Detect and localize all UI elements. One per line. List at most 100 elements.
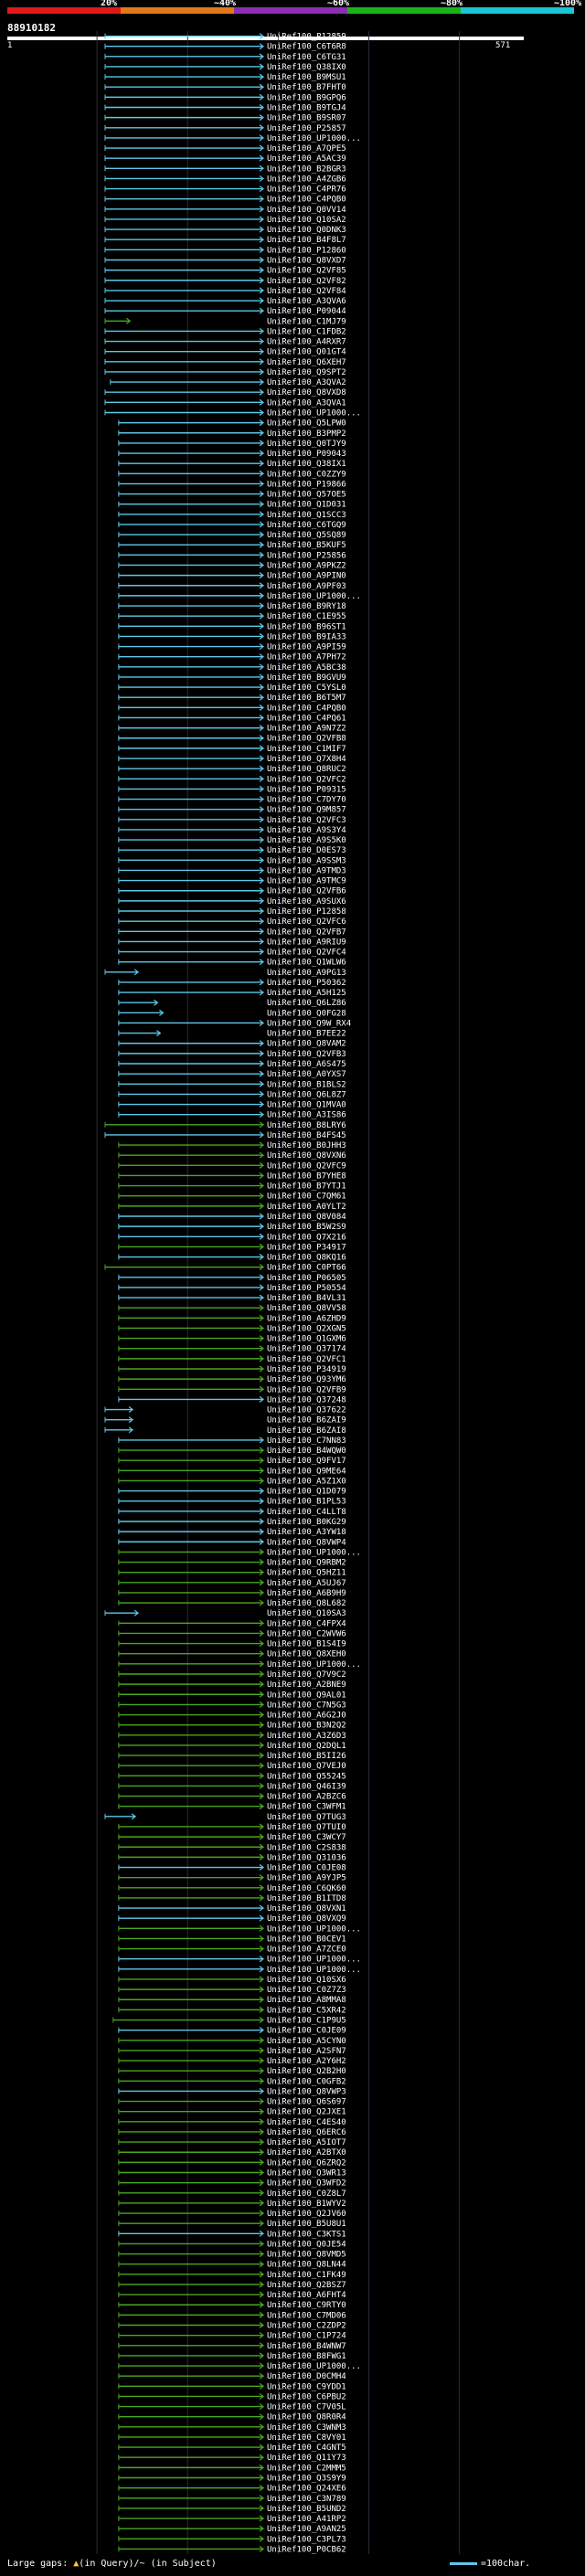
hit-row[interactable]: UniRef100_D0CMH4 bbox=[118, 2372, 346, 2381]
hit-label[interactable]: UniRef100_B5UND2 bbox=[267, 2505, 346, 2514]
hit-row[interactable]: UniRef100_P25856 bbox=[118, 551, 346, 560]
hit-label[interactable]: UniRef100_A3Z6D3 bbox=[267, 1732, 346, 1741]
hit-row[interactable]: UniRef100_Q1WLW6 bbox=[118, 959, 346, 968]
hit-row[interactable]: UniRef100_C2WVW6 bbox=[118, 1629, 346, 1638]
hit-row[interactable]: UniRef100_C0JE09 bbox=[118, 2027, 346, 2036]
hit-row[interactable]: UniRef100_Q8VMD5 bbox=[118, 2251, 346, 2260]
hit-row[interactable]: UniRef100_Q37622 bbox=[104, 1406, 346, 1415]
hit-row[interactable]: UniRef100_A9TMC9 bbox=[118, 877, 346, 886]
hit-row[interactable]: UniRef100_B5W2S9 bbox=[118, 1223, 346, 1232]
hit-row[interactable]: UniRef100_Q46I39 bbox=[118, 1782, 346, 1791]
hit-row[interactable]: UniRef100_A7PH72 bbox=[118, 653, 346, 663]
hit-label[interactable]: UniRef100_Q37622 bbox=[267, 1406, 346, 1415]
hit-row[interactable]: UniRef100_Q7V9C2 bbox=[118, 1670, 346, 1680]
hit-row[interactable]: UniRef100_Q8RUC2 bbox=[118, 765, 346, 774]
hit-label[interactable]: UniRef100_Q10SA2 bbox=[267, 216, 346, 225]
hit-label[interactable]: UniRef100_Q2BSZ7 bbox=[267, 2281, 346, 2290]
hit-label[interactable]: UniRef100_C1MJ79 bbox=[267, 317, 346, 326]
hit-label[interactable]: UniRef100_A5CYN0 bbox=[267, 2037, 346, 2046]
hit-label[interactable]: UniRef100_C1E955 bbox=[267, 612, 346, 621]
hit-label[interactable]: UniRef100_Q93YM6 bbox=[267, 1375, 346, 1384]
hit-label[interactable]: UniRef100_Q2XGN5 bbox=[267, 1324, 346, 1333]
hit-label[interactable]: UniRef100_P34917 bbox=[267, 1243, 346, 1252]
hit-row[interactable]: UniRef100_Q8VWP3 bbox=[118, 2087, 346, 2096]
hit-label[interactable]: UniRef100_Q6XEH7 bbox=[267, 358, 346, 367]
hit-label[interactable]: UniRef100_Q2VFB3 bbox=[267, 1050, 346, 1059]
hit-row[interactable]: UniRef100_Q10SA3 bbox=[104, 1609, 346, 1618]
hit-label[interactable]: UniRef100_UP1000... bbox=[267, 592, 361, 601]
hit-row[interactable]: UniRef100_Q2VF82 bbox=[104, 277, 346, 286]
hit-label[interactable]: UniRef100_C0JE08 bbox=[267, 1864, 346, 1873]
hit-row[interactable]: UniRef100_Q37248 bbox=[118, 1395, 346, 1405]
hit-row[interactable]: UniRef100_B5U8U1 bbox=[118, 2220, 346, 2229]
hit-row[interactable]: UniRef100_Q2VFC2 bbox=[118, 775, 346, 784]
hit-label[interactable]: UniRef100_A5IOT7 bbox=[267, 2138, 346, 2147]
hit-row[interactable]: UniRef100_Q9M857 bbox=[118, 806, 346, 815]
hit-row[interactable]: UniRef100_A6B9H9 bbox=[118, 1589, 346, 1598]
hit-label[interactable]: UniRef100_A0YXS7 bbox=[267, 1070, 346, 1079]
hit-label[interactable]: UniRef100_Q46I39 bbox=[267, 1782, 346, 1791]
hit-row[interactable]: UniRef100_B7EE22 bbox=[118, 1030, 346, 1039]
hit-label[interactable]: UniRef100_P09043 bbox=[267, 450, 346, 459]
hit-row[interactable]: UniRef100_Q2VF85 bbox=[104, 267, 346, 276]
hit-label[interactable]: UniRef100_C6TG31 bbox=[267, 53, 346, 62]
hit-row[interactable]: UniRef100_C6QK60 bbox=[118, 1884, 346, 1893]
hit-label[interactable]: UniRef100_Q2JXE1 bbox=[267, 2108, 346, 2117]
hit-row[interactable]: UniRef100_Q2VF84 bbox=[104, 287, 346, 296]
hit-label[interactable]: UniRef100_UP1000... bbox=[267, 1924, 361, 1934]
hit-label[interactable]: UniRef100_Q8VWP4 bbox=[267, 1538, 346, 1547]
hit-label[interactable]: UniRef100_Q8RUC2 bbox=[267, 765, 346, 774]
hit-label[interactable]: UniRef100_B9GVU9 bbox=[267, 673, 346, 683]
hit-row[interactable]: UniRef100_A6S475 bbox=[118, 1060, 346, 1069]
hit-row[interactable]: UniRef100_P19866 bbox=[118, 480, 346, 489]
hit-row[interactable]: UniRef100_B4F8L7 bbox=[104, 236, 346, 245]
hit-row[interactable]: UniRef100_A3QVA1 bbox=[104, 398, 346, 408]
hit-row[interactable]: UniRef100_C8VY01 bbox=[118, 2433, 346, 2443]
hit-row[interactable]: UniRef100_Q0TJY9 bbox=[118, 440, 346, 449]
hit-row[interactable]: UniRef100_C3WNM3 bbox=[118, 2423, 346, 2433]
hit-row[interactable]: UniRef100_Q6LZ86 bbox=[118, 999, 346, 1008]
hit-label[interactable]: UniRef100_A2SFN7 bbox=[267, 2047, 346, 2056]
hit-row[interactable]: UniRef100_A3QVA2 bbox=[110, 378, 346, 387]
hit-label[interactable]: UniRef100_A6ZHD9 bbox=[267, 1314, 346, 1323]
hit-label[interactable]: UniRef100_Q7TUG3 bbox=[267, 1813, 346, 1822]
hit-row[interactable]: UniRef100_A9PI59 bbox=[118, 643, 346, 652]
hit-label[interactable]: UniRef100_C0JE09 bbox=[267, 2027, 346, 2036]
hit-label[interactable]: UniRef100_Q3WR13 bbox=[267, 2169, 346, 2178]
hit-row[interactable]: UniRef100_Q2BSZ7 bbox=[118, 2281, 346, 2290]
hit-label[interactable]: UniRef100_C1MIF7 bbox=[267, 745, 346, 754]
hit-row[interactable]: UniRef100_Q93YM6 bbox=[118, 1375, 346, 1384]
hit-label[interactable]: UniRef100_C4LLT8 bbox=[267, 1508, 346, 1517]
hit-row[interactable]: UniRef100_C3KTS1 bbox=[118, 2230, 346, 2239]
hit-row[interactable]: UniRef100_A2BZC6 bbox=[118, 1793, 346, 1802]
hit-row[interactable]: UniRef100_A3YW18 bbox=[118, 1528, 346, 1537]
hit-row[interactable]: UniRef100_P34917 bbox=[118, 1243, 346, 1252]
hit-row[interactable]: UniRef100_A9S3Y4 bbox=[118, 826, 346, 835]
hit-label[interactable]: UniRef100_Q8V084 bbox=[267, 1213, 346, 1222]
hit-label[interactable]: UniRef100_Q11Y73 bbox=[267, 2454, 346, 2463]
hit-row[interactable]: UniRef100_B96ST1 bbox=[118, 622, 346, 631]
hit-row[interactable]: UniRef100_Q7VEJ0 bbox=[118, 1762, 346, 1771]
hit-row[interactable]: UniRef100_Q1D079 bbox=[118, 1488, 346, 1497]
hit-label[interactable]: UniRef100_A9S3Y4 bbox=[267, 826, 346, 835]
hit-label[interactable]: UniRef100_B4FS45 bbox=[267, 1131, 346, 1140]
hit-row[interactable]: UniRef100_C1FK49 bbox=[118, 2271, 346, 2280]
hit-row[interactable]: UniRef100_C7N5G3 bbox=[118, 1701, 346, 1710]
hit-label[interactable]: UniRef100_C9RTY0 bbox=[267, 2301, 346, 2310]
hit-label[interactable]: UniRef100_P09315 bbox=[267, 785, 346, 794]
hit-row[interactable]: UniRef100_Q2VFB9 bbox=[118, 1385, 346, 1394]
hit-row[interactable]: UniRef100_B5UND2 bbox=[118, 2505, 346, 2514]
hit-label[interactable]: UniRef100_P25856 bbox=[267, 551, 346, 560]
hit-row[interactable]: UniRef100_C2ZDP2 bbox=[118, 2322, 346, 2331]
hit-label[interactable]: UniRef100_A41RP2 bbox=[267, 2515, 346, 2524]
hit-label[interactable]: UniRef100_Q7V9C2 bbox=[267, 1670, 346, 1680]
hit-row[interactable]: UniRef100_C2S838 bbox=[118, 1843, 346, 1852]
hit-row[interactable]: UniRef100_C4FPX4 bbox=[118, 1619, 346, 1628]
hit-label[interactable]: UniRef100_B3N2Q2 bbox=[267, 1722, 346, 1731]
hit-row[interactable]: UniRef100_B6ZAI9 bbox=[104, 1416, 346, 1426]
hit-row[interactable]: UniRef100_A9RIU9 bbox=[118, 938, 346, 947]
hit-label[interactable]: UniRef100_Q9FV17 bbox=[267, 1457, 346, 1466]
hit-label[interactable]: UniRef100_C0PT66 bbox=[267, 1264, 346, 1273]
hit-label[interactable]: UniRef100_C3PL73 bbox=[267, 2535, 346, 2544]
hit-row[interactable]: UniRef100_Q6ZRQ2 bbox=[118, 2158, 346, 2168]
